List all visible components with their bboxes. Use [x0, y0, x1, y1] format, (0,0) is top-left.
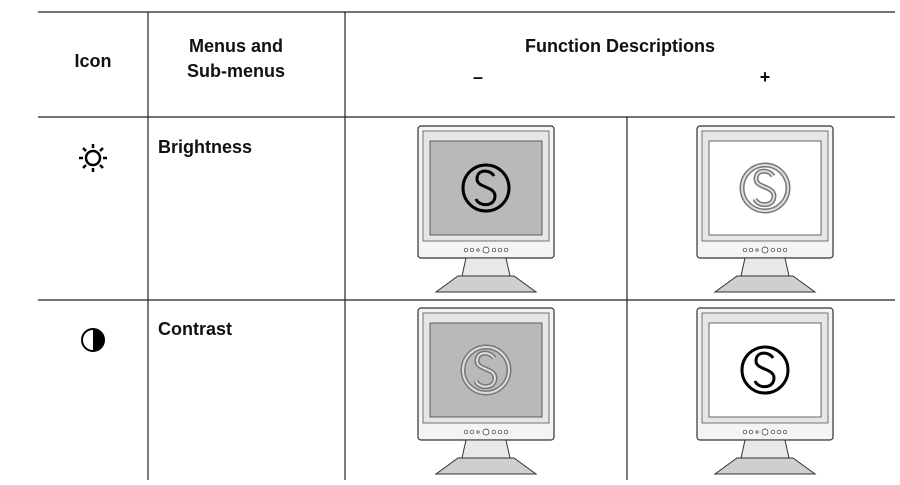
- header-menus: Menus and: [189, 36, 283, 56]
- menu-label: Brightness: [158, 137, 252, 157]
- monitor-contrast-low: [417, 307, 555, 475]
- header-plus: +: [760, 67, 771, 87]
- header-icon: Icon: [74, 51, 111, 71]
- monitor-brightness-low: [417, 125, 555, 293]
- menu-label: Contrast: [158, 319, 232, 339]
- brightness-icon: [79, 144, 107, 172]
- header-minus: –: [473, 67, 483, 87]
- header-menus: Sub-menus: [187, 61, 285, 81]
- header-functions: Function Descriptions: [525, 36, 715, 56]
- monitor-brightness-high: [696, 125, 834, 293]
- monitor-contrast-high: [696, 307, 834, 475]
- contrast-icon: [81, 328, 105, 352]
